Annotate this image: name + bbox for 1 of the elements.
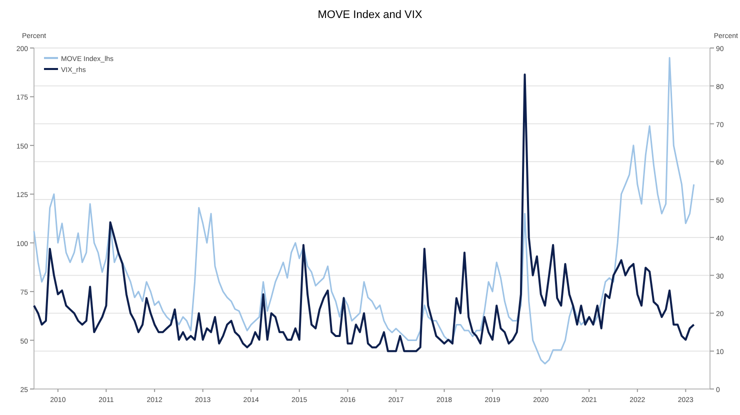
chart-title: MOVE Index and VIX	[318, 9, 423, 21]
